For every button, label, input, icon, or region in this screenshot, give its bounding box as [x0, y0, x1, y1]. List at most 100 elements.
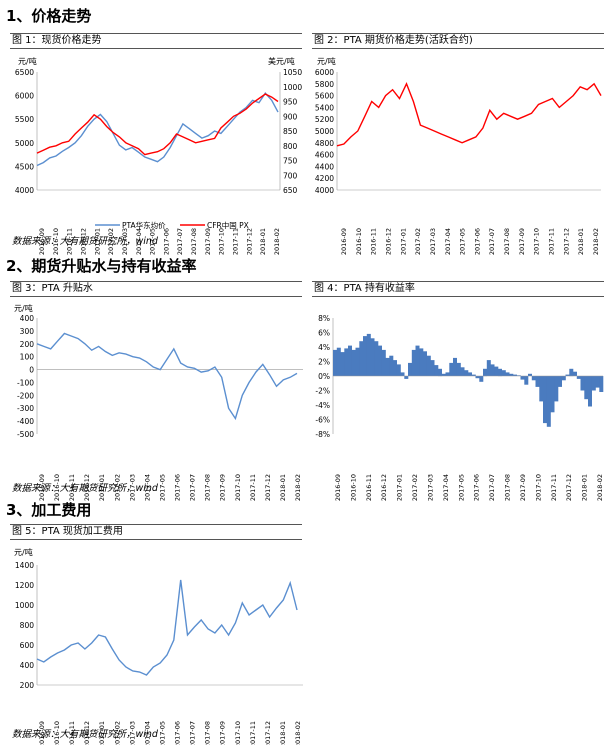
fig1-xtick: 2016-09	[38, 228, 46, 255]
fig3-xtick: 2018-01	[279, 474, 287, 501]
fig3-xtick: 2017-05	[158, 474, 166, 501]
fig4-bar	[584, 376, 589, 400]
fig3-tick: 0	[29, 366, 34, 375]
fig2-xtick: 2017-06	[473, 228, 481, 255]
fig1-series-huadong	[36, 92, 279, 167]
fig4-chart: 8% 6% 4% 2% 0% -2% -4% -6% -8% 2016-09 2016-10 2016…	[315, 314, 604, 501]
fig4-bar	[475, 376, 480, 379]
fig4-bar	[543, 376, 547, 424]
source-note-2: 数据来源：大有期货研究所，wind	[12, 483, 158, 494]
fig2-tick: 6000	[315, 68, 334, 77]
fig1-left-tick: 4500	[15, 162, 34, 171]
fig3-tick: -400	[17, 417, 34, 426]
fig4-bar	[359, 341, 364, 376]
fig4-bar	[501, 370, 506, 376]
fig5-tick: 800	[20, 621, 35, 630]
fig5-xtick: 2017-11	[249, 721, 257, 745]
fig4-bar	[468, 372, 472, 376]
fig2-tick: 4200	[315, 174, 334, 183]
fig4-bar	[554, 376, 559, 402]
fig5-xtick: 2017-06	[174, 721, 182, 745]
fig1-right-tick: 1050	[283, 68, 302, 77]
fig4-bar	[344, 348, 349, 376]
fig3-tick: 300	[20, 327, 35, 336]
fig4-bar	[576, 376, 581, 379]
fig4-xtick: 2016-11	[365, 474, 373, 501]
fig4-xtick: 2017-01	[396, 474, 404, 501]
fig3-tick: 100	[20, 353, 35, 362]
fig4-bar	[591, 376, 596, 391]
fig1-right-tick: 1000	[283, 83, 302, 92]
fig2-tick: 5600	[315, 92, 334, 101]
fig2-xtick: 2017-01	[399, 228, 407, 255]
fig1-right-tick: 850	[283, 127, 298, 136]
fig4-bar	[490, 364, 495, 376]
fig5-xtick: 2016-10	[53, 721, 61, 745]
fig3-xtick: 2016-10	[53, 474, 61, 501]
fig4-tick: -8%	[315, 430, 330, 439]
fig4-xtick: 2017-03	[426, 474, 434, 501]
fig5-chart: 元/吨 1400 1200 1000 800 600 400 200 2016-09 2016-1…	[14, 547, 303, 745]
fig3-xtick: 2016-09	[38, 474, 46, 501]
fig1-xtick: 2017-10	[218, 228, 226, 255]
fig1-xtick: 2017-08	[190, 228, 198, 255]
fig3-tick: -200	[17, 391, 34, 400]
fig4-bar	[471, 374, 476, 376]
fig4-bar	[494, 366, 499, 376]
fig2-series	[336, 82, 602, 147]
fig2-tick: 4800	[315, 139, 334, 148]
fig5-xtick: 2017-08	[204, 721, 212, 745]
fig2-xtick: 2017-04	[444, 228, 452, 255]
fig3-xtick: 2017-11	[249, 474, 257, 501]
fig3-tick: 400	[20, 314, 35, 323]
fig1-left-tick: 5500	[15, 115, 34, 124]
fig4-tick: 2%	[318, 358, 330, 367]
fig4-xtick: 2017-08	[504, 474, 512, 501]
fig4-bar	[348, 345, 352, 376]
fig1-xtick: 2016-12	[79, 228, 87, 255]
fig2-xtick: 2018-01	[577, 228, 585, 255]
fig1-xtick: 2016-10	[52, 228, 60, 255]
section-title-price: 1、价格走势	[6, 7, 92, 25]
fig4-bar	[404, 376, 409, 379]
fig5-tick: 1400	[15, 561, 34, 570]
fig4-bar	[460, 367, 465, 376]
fig3-xtick: 2017-10	[234, 474, 242, 501]
fig4-xtick: 2017-11	[550, 474, 558, 501]
fig5-xtick: 2017-05	[158, 721, 166, 745]
fig4-xtick: 2018-02	[596, 474, 604, 501]
fig4-tick: 4%	[318, 343, 330, 352]
fig4-bar	[531, 376, 536, 381]
fig4-bar	[498, 368, 502, 377]
fig3-xtick: 2017-06	[174, 474, 182, 501]
fig4-bar	[445, 372, 450, 376]
fig5-xtick: 2017-01	[98, 721, 106, 745]
fig4-xtick: 2016-09	[334, 474, 342, 501]
fig4-xtick: 2017-02	[411, 474, 419, 501]
fig4-bar	[509, 373, 514, 376]
fig4-bar	[419, 348, 424, 376]
fig1-xtick: 2017-02	[107, 228, 115, 255]
fig3-xtick: 2017-02	[113, 474, 121, 501]
fig1-legend-px: CFR中国 PX	[207, 220, 249, 230]
fig2-xtick: 2017-08	[503, 228, 511, 255]
fig4-bar	[539, 376, 544, 402]
fig1-right-tick: 950	[283, 98, 298, 107]
source-note-3: 数据来源：大有期货研究所，wind	[12, 729, 158, 740]
fig5-tick: 1000	[15, 601, 34, 610]
fig4-tick: -2%	[315, 387, 330, 396]
fig2-xtick: 2016-12	[384, 228, 392, 255]
fig4-bar	[423, 351, 427, 376]
fig1-xtick: 2017-12	[245, 228, 253, 255]
fig4-bar	[535, 376, 540, 387]
fig2-xtick: 2016-09	[340, 228, 348, 255]
fig2-tick: 4400	[315, 162, 334, 171]
fig4-bar	[438, 368, 442, 377]
fig2-xtick: 2016-11	[370, 228, 378, 255]
fig2-xtick: 2017-09	[518, 228, 526, 255]
fig4-xtick: 2017-09	[519, 474, 527, 501]
fig1-chart: 元/吨 美元/吨 6500 6000 5500 5000 4500 4000 1050 1000 9…	[15, 56, 302, 255]
fig4-bar	[415, 345, 420, 376]
fig3-xtick: 2018-02	[294, 474, 302, 501]
fig4-bar	[336, 347, 341, 376]
